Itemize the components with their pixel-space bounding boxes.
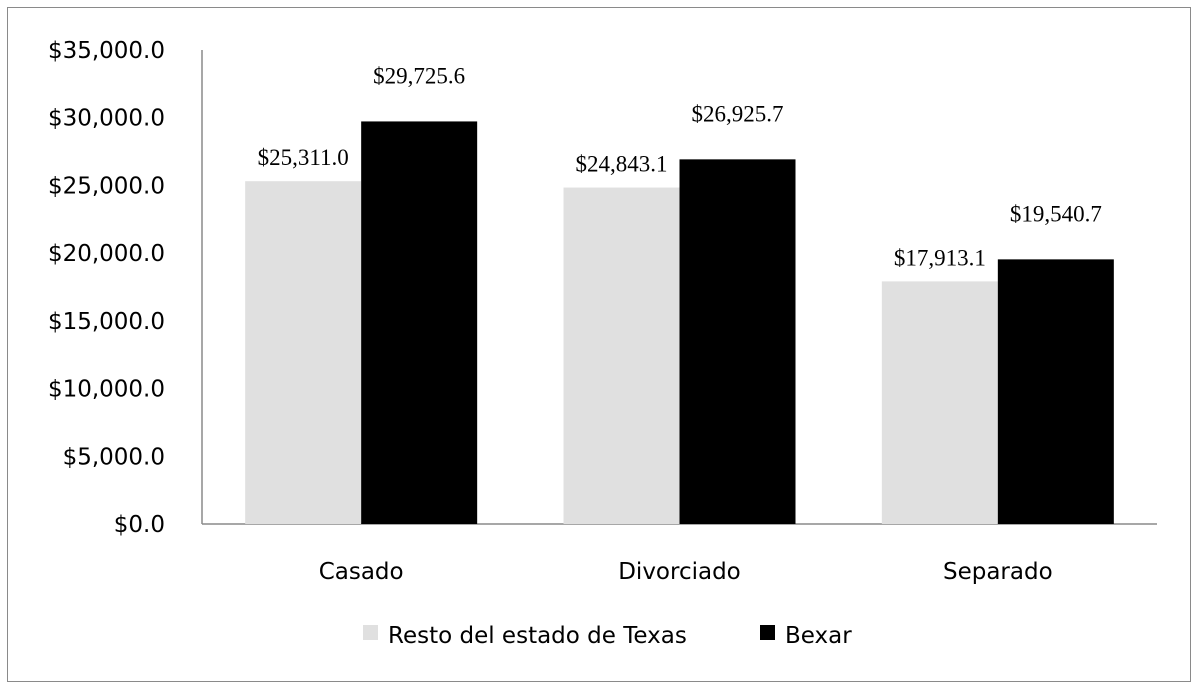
bar-separado-bexar — [997, 259, 1114, 524]
legend-label: Bexar — [785, 623, 852, 649]
y-tick-label: $35,000.0 — [48, 38, 165, 64]
data-label: $29,725.6 — [373, 63, 465, 88]
bar-divorciado-resto — [563, 187, 680, 524]
data-label: $26,925.7 — [692, 101, 784, 126]
y-tick-label: $20,000.0 — [48, 241, 165, 267]
bar-casado-resto — [245, 181, 362, 524]
bar-casado-bexar — [361, 121, 478, 524]
data-label: $24,843.1 — [576, 152, 668, 177]
y-tick-label: $15,000.0 — [48, 309, 165, 335]
data-label: $17,913.1 — [894, 245, 986, 270]
bar-divorciado-bexar — [679, 159, 796, 524]
data-label: $25,311.0 — [258, 145, 349, 170]
legend-swatch-bexar — [760, 625, 775, 640]
y-tick-label: $25,000.0 — [48, 173, 165, 199]
y-tick-label: $30,000.0 — [48, 106, 165, 132]
x-tick-label: Separado — [943, 559, 1053, 585]
y-tick-label: $0.0 — [114, 512, 165, 538]
y-tick-label: $10,000.0 — [48, 377, 165, 403]
y-tick-label: $5,000.0 — [63, 444, 165, 470]
data-label: $19,540.7 — [1010, 201, 1102, 226]
legend-swatch-resto — [363, 625, 378, 640]
x-tick-label: Divorciado — [618, 559, 741, 585]
legend-label: Resto del estado de Texas — [388, 623, 687, 649]
bar-separado-resto — [881, 281, 998, 524]
x-tick-label: Casado — [319, 559, 404, 585]
